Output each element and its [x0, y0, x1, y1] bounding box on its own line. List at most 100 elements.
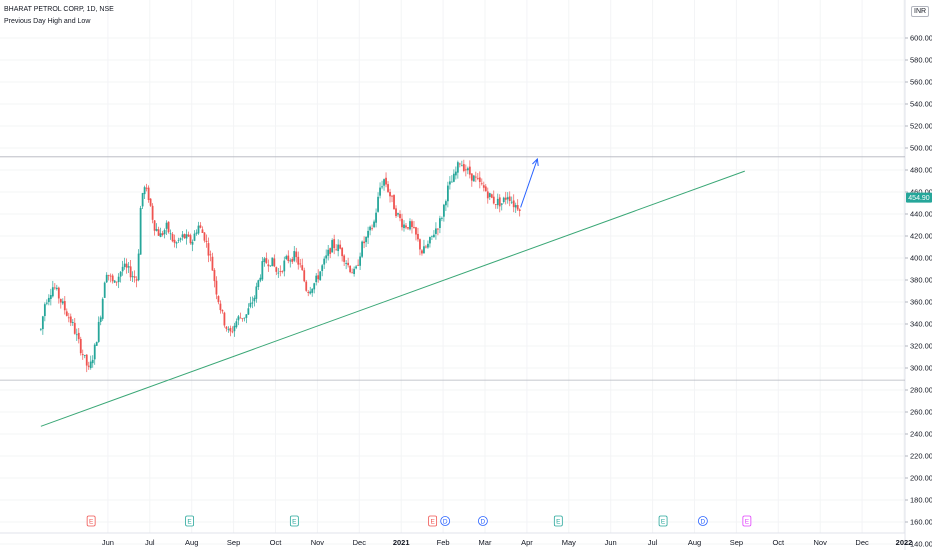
candle-up	[441, 217, 443, 219]
candle-down	[464, 169, 467, 171]
candle-up	[193, 233, 196, 241]
previous-day-levels	[0, 156, 905, 381]
earnings-marker[interactable]: E	[658, 515, 668, 527]
candle-down	[151, 205, 154, 220]
time-tick-label: Nov	[814, 538, 828, 547]
candle-down	[133, 276, 136, 278]
candle-down	[279, 271, 282, 272]
candle-down	[399, 213, 401, 219]
candle-down	[421, 250, 423, 254]
candle-up	[159, 233, 162, 238]
candle-up	[369, 226, 371, 231]
candle-down	[153, 220, 156, 231]
candle-down	[157, 229, 160, 236]
candle-up	[131, 276, 134, 278]
candle-up	[95, 342, 98, 346]
price-tick-label: 480.00	[910, 166, 932, 175]
candle-down	[67, 317, 70, 319]
candle-down	[107, 274, 110, 276]
candle-down	[363, 241, 365, 244]
candle-down	[387, 184, 389, 192]
time-tick-label: Mar	[479, 538, 492, 547]
candle-down	[77, 332, 80, 340]
candle-up	[185, 234, 188, 239]
earnings-marker[interactable]: E	[86, 515, 96, 527]
price-tick-label: 540.00	[910, 100, 932, 109]
candle-down	[229, 327, 232, 332]
candle-up	[163, 230, 166, 235]
candle-up	[91, 359, 94, 364]
marker-badge	[86, 515, 96, 527]
time-tick-label: Dec	[353, 538, 367, 547]
candle-down	[518, 209, 521, 212]
candle-up	[237, 316, 240, 321]
candle-down	[275, 267, 278, 272]
candle-up	[123, 263, 126, 268]
candle-up	[103, 282, 106, 298]
candle-up	[383, 179, 385, 186]
candle-up	[439, 218, 441, 228]
candle-up	[355, 266, 358, 269]
candle-up	[345, 263, 348, 264]
candle-up	[93, 344, 96, 360]
candle-up	[51, 287, 54, 297]
candle-up	[514, 205, 517, 208]
dividend-marker[interactable]: D	[440, 516, 451, 526]
earnings-marker[interactable]: E	[185, 515, 195, 527]
candle-up	[315, 275, 318, 283]
earnings-marker[interactable]: E	[289, 515, 299, 527]
candle-up	[319, 271, 322, 281]
marker-badge	[697, 516, 708, 526]
dividend-marker[interactable]: D	[697, 516, 708, 526]
candlestick-series	[39, 159, 521, 373]
earnings-marker[interactable]: E	[553, 515, 563, 527]
candle-up	[456, 162, 459, 173]
candle-up	[327, 249, 330, 256]
marker-letter: E	[292, 519, 297, 526]
currency-badge[interactable]: INR	[911, 6, 930, 17]
candle-up	[373, 221, 375, 228]
candle-down	[349, 265, 352, 273]
earnings-marker[interactable]: E	[428, 515, 438, 527]
candle-down	[201, 229, 204, 233]
candle-up	[177, 239, 180, 241]
marker-letter: D	[701, 519, 706, 526]
candle-up	[143, 187, 146, 195]
symbol-title[interactable]: BHARAT PETROL CORP, 1D, NSE	[4, 6, 114, 13]
marker-letter: E	[89, 519, 94, 526]
candle-down	[341, 247, 344, 257]
time-tick-label: Jul	[145, 538, 155, 547]
candle-up	[39, 328, 42, 330]
earnings-marker[interactable]: E	[742, 515, 752, 527]
price-tick-label: 520.00	[910, 122, 932, 131]
candle-up	[43, 304, 46, 317]
time-tick-label: 2021	[393, 538, 410, 547]
support-trendline[interactable]	[40, 170, 745, 427]
candle-down	[351, 272, 354, 274]
marker-badge	[428, 515, 438, 527]
marker-badge	[553, 515, 563, 527]
candle-down	[371, 228, 373, 230]
candle-down	[486, 191, 489, 199]
candle-up	[257, 280, 260, 288]
candle-down	[395, 208, 397, 217]
marker-badge	[185, 515, 195, 527]
candle-up	[446, 185, 449, 202]
candle-down	[57, 287, 60, 299]
dividend-marker[interactable]: D	[478, 516, 488, 526]
time-tick-label: Jul	[648, 538, 658, 547]
candle-down	[69, 316, 72, 323]
candle-down	[221, 309, 224, 312]
candle-up	[433, 234, 435, 238]
indicator-label[interactable]: Previous Day High and Low	[4, 18, 91, 25]
candle-up	[233, 325, 236, 332]
projection-arrow[interactable]	[520, 158, 538, 208]
price-tick-label: 440.00	[910, 210, 932, 219]
candle-down	[73, 322, 76, 334]
candle-up	[309, 291, 312, 294]
candle-down	[484, 186, 487, 192]
candle-down	[81, 354, 84, 356]
candle-down	[183, 234, 186, 239]
